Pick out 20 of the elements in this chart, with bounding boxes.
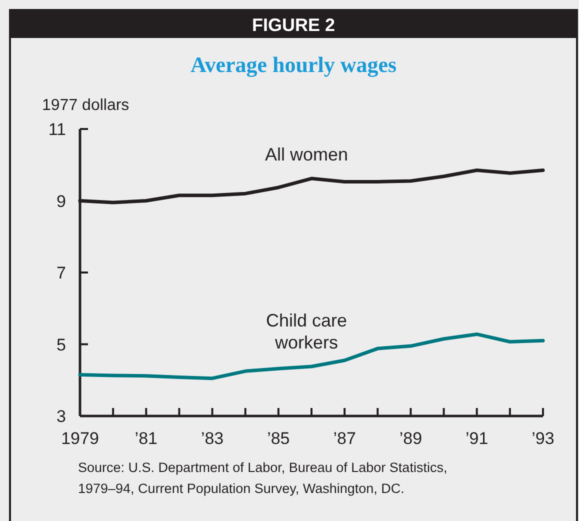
x-tick-label: ’87 <box>333 429 356 448</box>
x-tick-label: ’83 <box>200 429 224 448</box>
x-tick-label: ’91 <box>466 429 488 448</box>
caption: FIGURE 2 <box>252 15 336 35</box>
y-axis-title: 1977 dollars <box>42 97 130 114</box>
chart-title: Average hourly wages <box>190 52 397 77</box>
line-series <box>78 332 545 380</box>
y-tick-label: 7 <box>56 264 66 282</box>
series-label: All women <box>264 144 348 165</box>
x-tick-label: ’81 <box>134 429 158 448</box>
x-tick-label: ’89 <box>399 429 422 448</box>
y-tick-label: 3 <box>56 407 66 426</box>
x-tick-label: ’93 <box>532 429 554 448</box>
y-tick-label: 5 <box>56 335 66 354</box>
x-tick-label: 1979 <box>61 429 99 448</box>
source-note: Source: U.S. Department of Labor, Bureau of Labor Statistics, 1979–94, Current Population Survey, Washington, DC. <box>78 460 448 496</box>
x-tick-label: ’85 <box>267 429 290 448</box>
y-tick-label: 9 <box>56 192 66 211</box>
y-tick-label: 11 <box>48 120 66 139</box>
series-label: Child care workers <box>266 310 348 352</box>
